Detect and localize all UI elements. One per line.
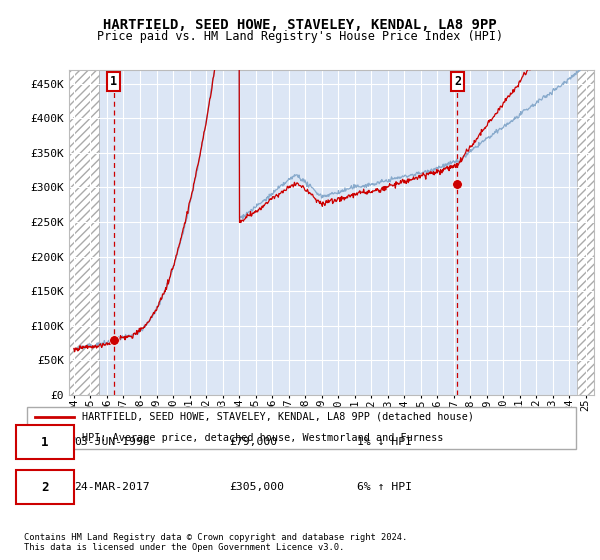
- FancyBboxPatch shape: [27, 407, 576, 449]
- Text: 03-JUN-1996: 03-JUN-1996: [74, 437, 149, 447]
- Text: 1: 1: [110, 75, 118, 88]
- Text: 1% ↓ HPI: 1% ↓ HPI: [357, 437, 412, 447]
- Text: 2: 2: [41, 480, 48, 494]
- Text: 2: 2: [454, 75, 461, 88]
- Bar: [69, 70, 99, 395]
- Bar: [69, 70, 99, 395]
- Text: This data is licensed under the Open Government Licence v3.0.: This data is licensed under the Open Gov…: [24, 543, 344, 552]
- Text: £305,000: £305,000: [229, 482, 284, 492]
- Bar: [69, 70, 99, 395]
- Bar: [577, 70, 594, 395]
- Text: HARTFIELD, SEED HOWE, STAVELEY, KENDAL, LA8 9PP: HARTFIELD, SEED HOWE, STAVELEY, KENDAL, …: [103, 18, 497, 32]
- Text: Contains HM Land Registry data © Crown copyright and database right 2024.: Contains HM Land Registry data © Crown c…: [24, 533, 407, 542]
- Bar: [577, 70, 594, 395]
- Text: Price paid vs. HM Land Registry's House Price Index (HPI): Price paid vs. HM Land Registry's House …: [97, 30, 503, 43]
- FancyBboxPatch shape: [16, 425, 74, 459]
- Text: 1: 1: [41, 436, 48, 449]
- Text: HARTFIELD, SEED HOWE, STAVELEY, KENDAL, LA8 9PP (detached house): HARTFIELD, SEED HOWE, STAVELEY, KENDAL, …: [82, 412, 474, 422]
- Text: HPI: Average price, detached house, Westmorland and Furness: HPI: Average price, detached house, West…: [82, 433, 443, 443]
- Text: 24-MAR-2017: 24-MAR-2017: [74, 482, 149, 492]
- Text: 6% ↑ HPI: 6% ↑ HPI: [357, 482, 412, 492]
- Text: £79,000: £79,000: [229, 437, 277, 447]
- FancyBboxPatch shape: [16, 470, 74, 503]
